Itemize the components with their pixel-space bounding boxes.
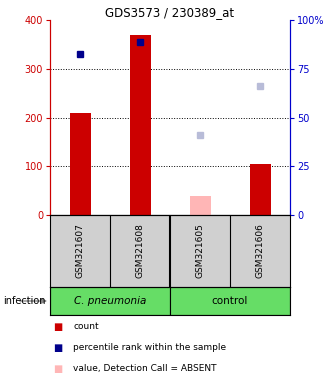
Title: GDS3573 / 230389_at: GDS3573 / 230389_at: [106, 6, 235, 19]
Text: ■: ■: [53, 321, 63, 331]
Bar: [249, 164, 271, 215]
Text: count: count: [73, 322, 99, 331]
Text: ■: ■: [53, 343, 63, 353]
Bar: [70, 113, 90, 215]
Bar: [129, 35, 150, 215]
Text: percentile rank within the sample: percentile rank within the sample: [73, 343, 226, 352]
Bar: [50, 287, 170, 315]
Text: infection: infection: [3, 296, 46, 306]
Text: GSM321607: GSM321607: [76, 223, 84, 278]
Text: ■: ■: [53, 364, 63, 374]
Text: GSM321606: GSM321606: [255, 223, 265, 278]
Text: value, Detection Call = ABSENT: value, Detection Call = ABSENT: [73, 364, 216, 373]
Bar: [189, 195, 211, 215]
Bar: [170, 287, 290, 315]
Text: C. pneumonia: C. pneumonia: [74, 296, 146, 306]
Text: GSM321605: GSM321605: [195, 223, 205, 278]
Text: GSM321608: GSM321608: [136, 223, 145, 278]
Text: control: control: [212, 296, 248, 306]
